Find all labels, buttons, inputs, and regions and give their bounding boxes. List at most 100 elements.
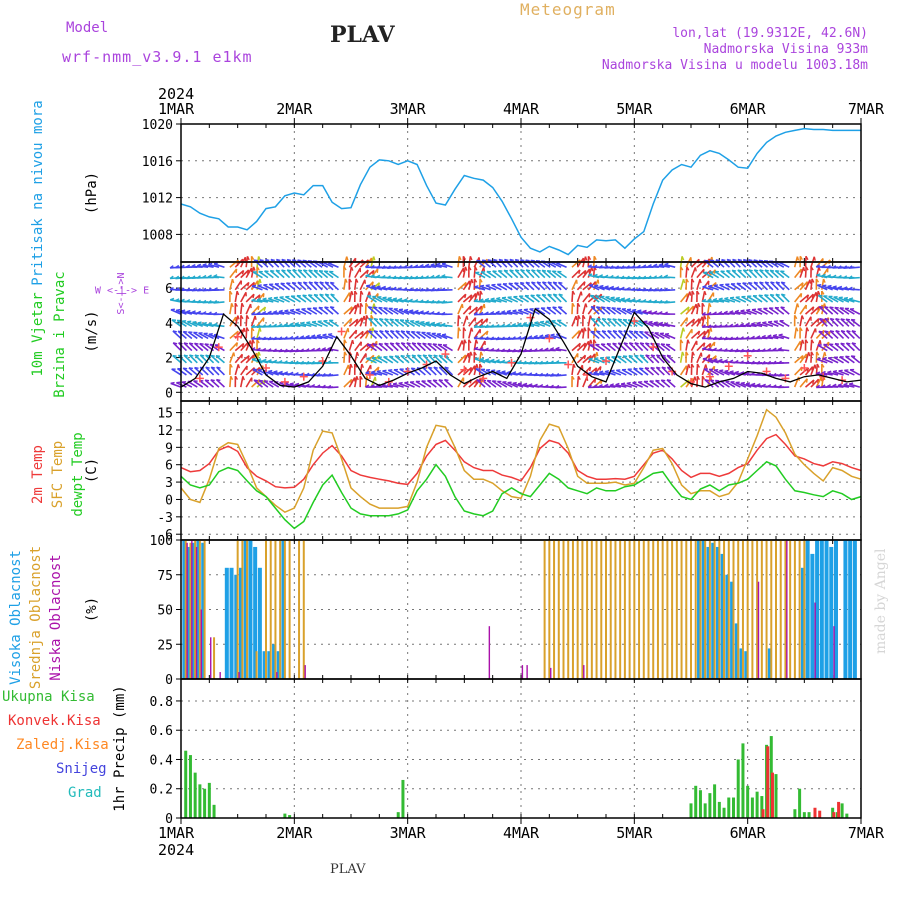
wind-barb-head — [589, 339, 593, 344]
bar-visoka-oblacnost — [767, 648, 772, 679]
wind-barb — [490, 298, 502, 303]
wind-barb-head — [518, 308, 523, 312]
wind-barb — [177, 330, 187, 340]
wind-barb — [462, 294, 473, 303]
wind-barb — [664, 333, 676, 340]
bar-srednja-oblacnost — [571, 540, 574, 679]
wind-barb — [393, 308, 405, 315]
bar-ukupna-kisa — [774, 774, 778, 818]
wind-barb — [799, 281, 809, 291]
bar-visoka-oblacnost — [848, 540, 853, 679]
wind-barb — [780, 281, 790, 291]
wind-barb-head — [538, 372, 543, 377]
panel-unit-label: (hPa) — [84, 172, 100, 214]
wind-barb-head — [625, 275, 630, 280]
wind-barb — [517, 383, 529, 388]
wind-barb — [639, 354, 649, 364]
wind-barb-head — [408, 287, 413, 291]
bar-niska-oblacnost — [583, 665, 585, 679]
wind-barb — [501, 297, 513, 303]
bar-ukupna-kisa — [207, 782, 211, 818]
wind-barb — [742, 269, 752, 279]
wind-barb — [387, 369, 399, 376]
wind-barb-head — [822, 284, 827, 287]
wind-barb — [313, 293, 323, 303]
wind-barb-head — [441, 333, 447, 336]
wind-barb — [294, 323, 307, 328]
precip-legend-item: Grad — [68, 785, 102, 801]
wind-barb-head — [368, 291, 371, 296]
wind-barb — [718, 298, 730, 303]
y-tick-label: 6 — [165, 459, 173, 474]
wind-barb-head — [528, 372, 533, 376]
wind-barb — [512, 310, 524, 315]
wind-barb — [746, 295, 758, 303]
wind-barb-head — [394, 355, 400, 358]
bar-ukupna-kisa — [212, 804, 216, 818]
wind-barb — [290, 295, 301, 303]
wind-barb — [398, 308, 410, 315]
bar-ukupna-kisa — [760, 796, 764, 818]
wind-barb-head — [262, 311, 267, 315]
wind-barb-head — [256, 324, 261, 328]
wind-barb-head — [457, 327, 462, 332]
wind-barb — [639, 342, 649, 352]
wind-barb — [846, 330, 855, 340]
wind-barb-head — [205, 366, 210, 369]
wind-barb-head — [639, 354, 645, 357]
wind-barb-head — [598, 384, 603, 388]
wind-barb — [804, 306, 815, 315]
wind-barb-head — [650, 354, 656, 357]
wind-barb — [473, 328, 481, 339]
wind-barb — [478, 303, 486, 315]
wind-barb-head — [832, 383, 837, 387]
wind-barb-head — [729, 310, 734, 314]
wind-barb-head — [430, 311, 435, 315]
wind-barb-head — [723, 336, 728, 340]
wind-barb-head — [251, 357, 257, 361]
wind-barb-head — [709, 327, 713, 332]
wind-barb — [183, 342, 193, 352]
wind-barb — [804, 279, 811, 291]
wind-barb-head — [272, 323, 277, 327]
wind-barb-head — [514, 282, 519, 285]
bar-visoka-oblacnost — [744, 651, 749, 679]
wind-barb-head — [482, 259, 487, 262]
wind-barb — [834, 343, 845, 352]
wind-barb-head — [587, 371, 593, 375]
wind-barb — [701, 315, 706, 327]
wind-barb — [410, 367, 421, 376]
wind-barb-head — [213, 274, 218, 278]
wind-barb-head — [411, 354, 417, 357]
wind-barb-head — [707, 298, 712, 302]
wind-barb-head — [849, 382, 854, 385]
wind-barb — [176, 367, 187, 376]
wind-barb — [571, 342, 581, 352]
wind-barb — [433, 366, 443, 376]
panel-label: Srednja Oblacnost — [28, 546, 44, 689]
wind-barb-head — [837, 274, 842, 279]
wind-barb-head — [840, 342, 845, 345]
wind-barb — [742, 258, 752, 268]
wind-barb — [274, 283, 285, 291]
bar-visoka-oblacnost — [243, 540, 248, 679]
wind-barb — [607, 330, 617, 340]
wind-barb — [628, 330, 638, 340]
wind-barb-head — [541, 269, 547, 272]
wind-barb-head — [169, 286, 174, 291]
wind-barb-head — [202, 287, 207, 292]
wind-barb — [810, 339, 813, 351]
wind-barb-head — [594, 357, 599, 360]
wind-barb-head — [230, 375, 234, 381]
wind-barb-head — [479, 298, 484, 302]
wind-barb-head — [520, 259, 525, 262]
wind-barb — [457, 354, 467, 364]
wind-barb — [839, 356, 850, 364]
wind-barb-head — [571, 302, 575, 307]
wind-barb-head — [474, 285, 479, 288]
wind-barb-head — [582, 314, 586, 320]
wind-barb-head — [511, 371, 517, 375]
wind-barb-head — [485, 358, 490, 361]
wind-barb-head — [750, 360, 755, 365]
wind-barb-head — [251, 324, 256, 328]
